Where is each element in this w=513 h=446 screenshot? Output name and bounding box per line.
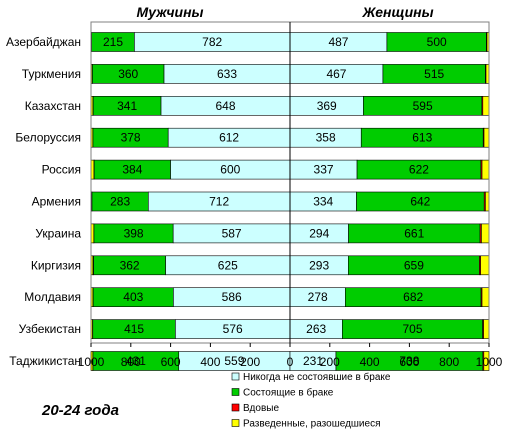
data-label: 263	[306, 322, 326, 336]
bar-women-divorced	[483, 319, 490, 339]
legend-label: Вдовые	[243, 403, 279, 414]
x-tick-label: 0	[287, 355, 294, 369]
data-label: 682	[403, 290, 423, 304]
category-label: Азербайджан	[6, 35, 81, 49]
data-label: 378	[121, 131, 141, 145]
data-label: 278	[308, 290, 328, 304]
legend-swatch	[231, 372, 240, 381]
x-tick-label: 400	[200, 355, 220, 369]
data-label: 642	[410, 195, 430, 209]
data-label: 293	[309, 258, 329, 272]
data-label: 360	[118, 67, 138, 81]
panel-title-women: Женщины	[361, 4, 433, 20]
legend-label: Разведенные, разошедшиеся	[243, 419, 381, 430]
x-tick-label: 200	[320, 355, 340, 369]
data-label: 576	[223, 322, 243, 336]
x-tick-label: 400	[360, 355, 380, 369]
legend-label: Никогда не состоявшие в браке	[243, 371, 391, 383]
data-label: 705	[402, 322, 422, 336]
data-label: 500	[427, 35, 447, 49]
x-tick-label: 200	[240, 355, 260, 369]
bars: 215 782 487 500 360 633 467 515 341 648 369 595 378 6…	[90, 32, 490, 371]
bar-women-divorced	[482, 96, 490, 116]
age-group-label: 20-24 года	[41, 402, 119, 419]
x-tick-label: 600	[399, 355, 419, 369]
legend-label: Состоящие в браке	[243, 387, 334, 399]
data-label: 586	[222, 290, 242, 304]
legend-swatch	[231, 403, 240, 412]
data-label: 431	[126, 354, 146, 368]
bar-women-divorced	[481, 223, 490, 244]
data-label: 398	[124, 226, 144, 240]
data-label: 415	[124, 322, 144, 336]
bar-women-divorced	[483, 127, 490, 148]
category-label: Россия	[42, 163, 81, 177]
x-tick-label: 800	[121, 355, 141, 369]
data-label: 384	[122, 163, 142, 177]
category-label: Украина	[35, 226, 81, 240]
data-label: 712	[209, 195, 229, 209]
legend: Никогда не состоявшие в браке Состоящие в…	[231, 371, 391, 430]
bar-women-divorced	[481, 159, 490, 180]
legend-swatch	[231, 419, 240, 427]
data-label: 487	[328, 35, 348, 49]
data-label: 600	[220, 163, 240, 177]
data-label: 362	[120, 258, 140, 272]
data-label: 403	[123, 290, 143, 304]
data-label: 334	[313, 195, 333, 209]
category-label: Туркмения	[22, 67, 81, 81]
bar-women-divorced	[480, 255, 490, 276]
data-label: 622	[409, 163, 429, 177]
category-label: Молдавия	[24, 290, 81, 304]
category-label: Таджикистан	[9, 354, 81, 368]
data-label: 661	[404, 226, 424, 240]
panel-titles: Мужчины Женщины	[136, 4, 433, 20]
panel-title-men: Мужчины	[136, 4, 203, 20]
data-label: 559	[224, 354, 244, 368]
category-label: Узбекистан	[19, 322, 81, 336]
data-label: 467	[326, 67, 346, 81]
data-label: 369	[317, 99, 337, 113]
category-labels: Азербайджан Туркмения Казахстан Белоруссия Р…	[6, 35, 81, 368]
category-label: Киргизия	[31, 258, 81, 272]
data-label: 612	[219, 131, 239, 145]
x-tick-label: 600	[161, 355, 181, 369]
data-label: 633	[217, 67, 237, 81]
data-label: 613	[412, 131, 432, 145]
legend-swatch	[231, 388, 240, 396]
bar-women-divorced	[485, 191, 490, 212]
data-label: 595	[413, 99, 433, 113]
category-label: Белоруссия	[15, 131, 81, 145]
data-label: 341	[117, 99, 137, 113]
data-label: 283	[110, 195, 130, 209]
data-label: 648	[216, 99, 236, 113]
x-tick-label: 1000	[78, 355, 105, 369]
data-label: 625	[218, 258, 238, 272]
x-tick-label: 1000	[476, 355, 503, 369]
data-label: 738	[399, 354, 419, 368]
bar-women-divorced	[481, 287, 490, 308]
category-label: Армения	[32, 195, 81, 209]
bar-women-divorced	[483, 351, 490, 371]
x-tick-label: 800	[439, 355, 459, 369]
category-label: Казахстан	[25, 99, 81, 113]
axes: 1000 800 600 400 200 0 200 400 600 800 1000	[78, 21, 503, 369]
data-label: 515	[424, 67, 444, 81]
data-label: 587	[222, 226, 242, 240]
data-label: 358	[316, 131, 336, 145]
data-label: 215	[103, 35, 123, 49]
data-label: 337	[314, 163, 334, 177]
data-label: 782	[202, 35, 222, 49]
data-label: 659	[404, 258, 424, 272]
data-label: 231	[303, 354, 323, 368]
data-label: 294	[309, 226, 329, 240]
